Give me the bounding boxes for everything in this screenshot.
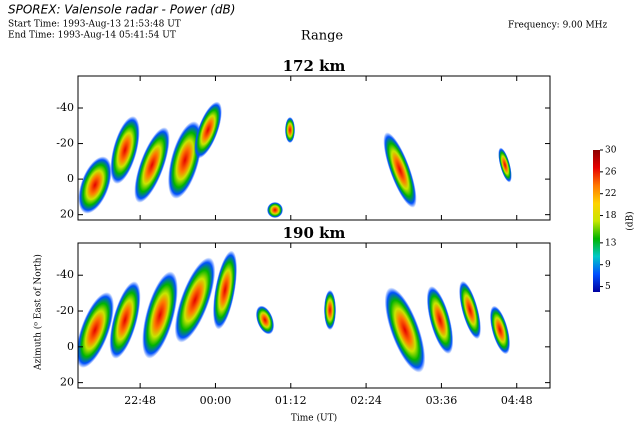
colorbar-tick-label: 26 [605,167,617,177]
frequency: Frequency: 9.00 MHz [508,21,608,31]
x-tick-label: 02:24 [350,394,382,407]
plot-frame [77,75,551,221]
x-tick-label: 04:48 [501,394,533,407]
x-tick-label: 01:12 [275,394,307,407]
echo-patch [498,147,512,183]
echo-patch [78,156,112,214]
echo-patch [194,101,222,159]
colorbar-tick-label: 22 [605,189,616,199]
echo-patch [212,250,238,330]
y-tick-label: -40 [56,101,74,114]
x-tick-label: 00:00 [200,394,232,407]
echo-patch [384,287,426,373]
plot-frame [77,242,551,389]
echo-patch [383,132,417,208]
echo-patch [78,292,114,368]
panel-title: 172 km [283,57,346,75]
panel-title: 190 km [283,224,346,242]
range-label: Range [301,29,344,44]
colorbar [593,150,600,292]
colorbar-tick-label: 18 [605,211,617,221]
colorbar-tick-label: 30 [605,146,617,156]
x-axis-label: Time (UT) [291,413,337,424]
title: SPOREX: Valensole radar - Power (dB) [8,3,235,17]
colorbar-label: (dB) [625,211,635,230]
echo-patch [285,117,295,143]
y-axis-label: Azimuth (⁰ East of North) [33,254,44,371]
echo-patch [134,127,170,203]
echo-patch [109,281,141,359]
echo-patch [459,280,481,340]
x-tick-label: 03:36 [426,394,458,407]
y-tick-label: 20 [60,208,74,221]
end-time: End Time: 1993-Aug-14 05:41:54 UT [8,31,176,41]
colorbar-tick-label: 13 [605,238,617,248]
echo-layer [78,250,511,373]
echo-patch [324,290,336,330]
echo-patch [426,286,454,354]
echo-patch [255,305,275,335]
echo-patch [174,257,216,343]
colorbar-tick-label: 5 [605,282,611,292]
x-tick-label: 22:48 [124,394,156,407]
echo-patch [489,305,511,355]
y-tick-label: 20 [60,376,74,389]
y-tick-label: -40 [56,268,74,281]
echo-patch [110,116,140,184]
start-time: Start Time: 1993-Aug-13 21:53:48 UT [8,20,181,30]
colorbar-tick-label: 9 [605,260,611,270]
echo-layer [78,101,512,218]
y-tick-label: -20 [56,137,74,150]
echo-patch [142,271,178,359]
echo-patch [167,121,203,199]
y-tick-label: -20 [56,304,74,317]
echo-patch [267,202,283,218]
y-tick-label: 0 [67,340,74,353]
y-tick-label: 0 [67,172,74,185]
